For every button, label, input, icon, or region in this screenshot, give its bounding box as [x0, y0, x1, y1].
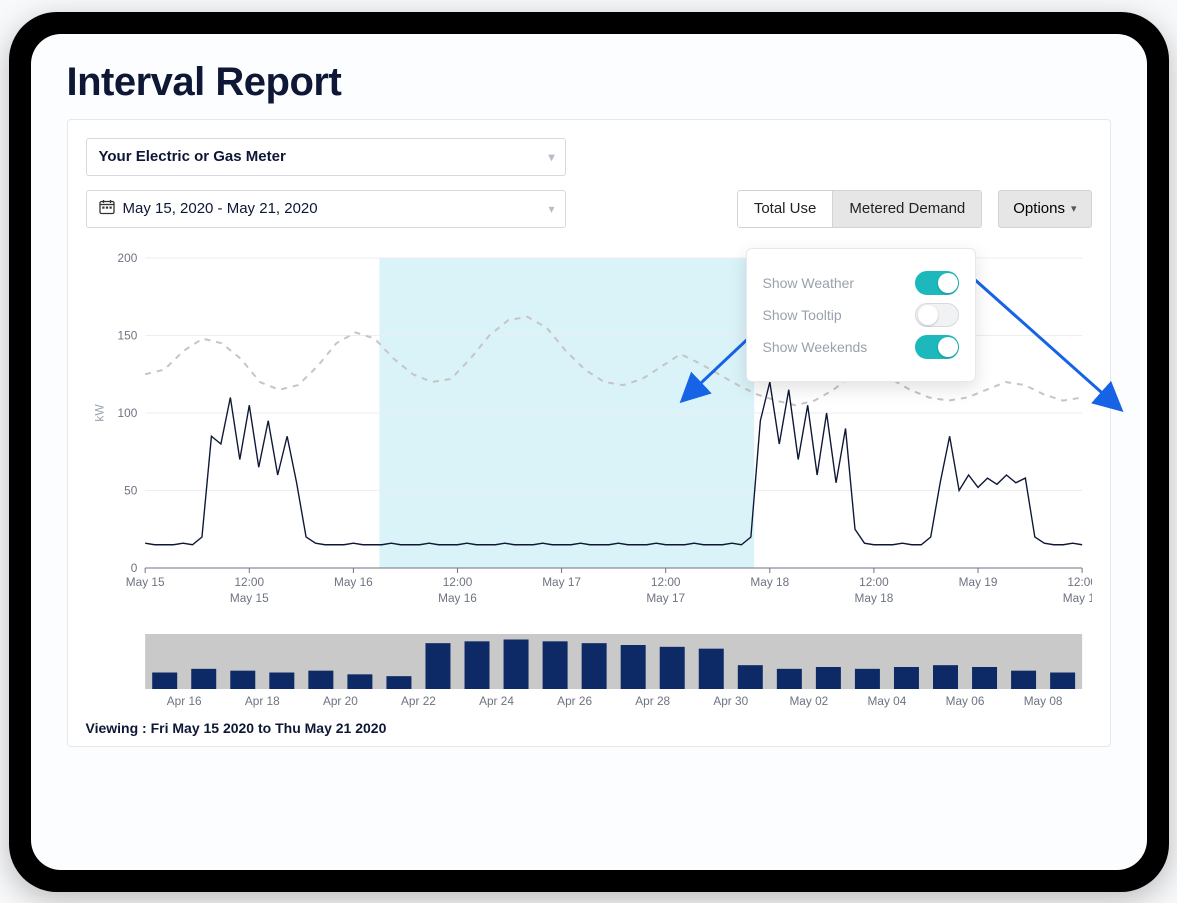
overview-chart-svg: Apr 16 Apr 18 Apr 20 Apr 22 Apr 24 Apr 26 Apr …	[86, 634, 1092, 714]
date-range-label: May 15, 2020 - May 21, 2020	[123, 200, 318, 217]
page-title: Interval Report	[67, 60, 1111, 105]
svg-text:May 18: May 18	[750, 574, 789, 588]
svg-text:Apr 28: Apr 28	[635, 693, 670, 707]
svg-text:May 02: May 02	[789, 693, 828, 707]
toggle-show-weather[interactable]	[915, 271, 959, 295]
option-label-tooltip: Show Tooltip	[763, 307, 842, 323]
calendar-icon	[99, 199, 115, 219]
viewing-range-label: Viewing : Fri May 15 2020 to Thu May 21 …	[86, 720, 1092, 736]
options-button[interactable]: Options ▾	[998, 190, 1091, 228]
svg-text:May 15: May 15	[125, 574, 164, 588]
tab-total-use[interactable]: Total Use	[738, 191, 834, 227]
svg-text:Apr 20: Apr 20	[322, 693, 357, 707]
svg-text:12:00: 12:00	[650, 574, 680, 588]
chevron-down-icon: ▾	[1071, 202, 1077, 215]
svg-text:May 16: May 16	[438, 590, 477, 604]
svg-text:12:00: 12:00	[442, 574, 472, 588]
chart-mode-tabs: Total Use Metered Demand	[737, 190, 982, 228]
svg-text:May 08: May 08	[1023, 693, 1062, 707]
option-label-weekends: Show Weekends	[763, 339, 868, 355]
svg-text:Apr 30: Apr 30	[713, 693, 748, 707]
svg-text:12:00: 12:00	[1067, 574, 1092, 588]
svg-text:Apr 24: Apr 24	[479, 693, 514, 707]
svg-text:May 19: May 19	[958, 574, 997, 588]
toggle-show-weekends[interactable]	[915, 335, 959, 359]
app-screen: Interval Report Your Electric or Gas Met…	[31, 34, 1147, 870]
svg-text:May 18: May 18	[854, 590, 893, 604]
chevron-down-icon: ▾	[548, 202, 554, 216]
toggle-show-tooltip[interactable]	[915, 303, 959, 327]
svg-text:100: 100	[117, 405, 137, 419]
tablet-frame: Interval Report Your Electric or Gas Met…	[9, 12, 1169, 892]
options-popover: Show Weather Show Tooltip Show Weekends	[746, 248, 976, 382]
svg-text:150: 150	[117, 328, 137, 342]
svg-text:May 04: May 04	[867, 693, 906, 707]
svg-text:May 17: May 17	[646, 590, 685, 604]
svg-text:200: 200	[117, 250, 137, 264]
main-chart: 0 50 100 150 200 kW May 15 12:00 May 15 May 16 12:…	[86, 248, 1092, 628]
svg-text:50: 50	[124, 483, 138, 497]
svg-text:0: 0	[130, 560, 137, 574]
overview-chart[interactable]: Apr 16 Apr 18 Apr 20 Apr 22 Apr 24 Apr 26 Apr …	[86, 634, 1092, 714]
svg-text:12:00: 12:00	[859, 574, 889, 588]
svg-text:May 16: May 16	[334, 574, 373, 588]
svg-text:Apr 26: Apr 26	[557, 693, 592, 707]
svg-text:May 06: May 06	[945, 693, 984, 707]
tab-metered-demand[interactable]: Metered Demand	[833, 191, 981, 227]
svg-text:Apr 16: Apr 16	[166, 693, 201, 707]
meter-select-label: Your Electric or Gas Meter	[99, 148, 286, 165]
report-card: Your Electric or Gas Meter ▾ May 15, 202…	[67, 119, 1111, 747]
chevron-down-icon: ▾	[548, 150, 554, 164]
svg-text:kW: kW	[92, 403, 106, 421]
option-label-weather: Show Weather	[763, 275, 855, 291]
svg-text:12:00: 12:00	[234, 574, 264, 588]
meter-select[interactable]: Your Electric or Gas Meter ▾	[86, 138, 566, 176]
svg-text:May 15: May 15	[229, 590, 268, 604]
svg-text:Apr 22: Apr 22	[401, 693, 436, 707]
svg-text:May 19: May 19	[1062, 590, 1091, 604]
date-range-select[interactable]: May 15, 2020 - May 21, 2020 ▾	[86, 190, 566, 228]
options-button-label: Options	[1013, 200, 1065, 217]
svg-text:Apr 18: Apr 18	[244, 693, 279, 707]
svg-text:May 17: May 17	[542, 574, 581, 588]
